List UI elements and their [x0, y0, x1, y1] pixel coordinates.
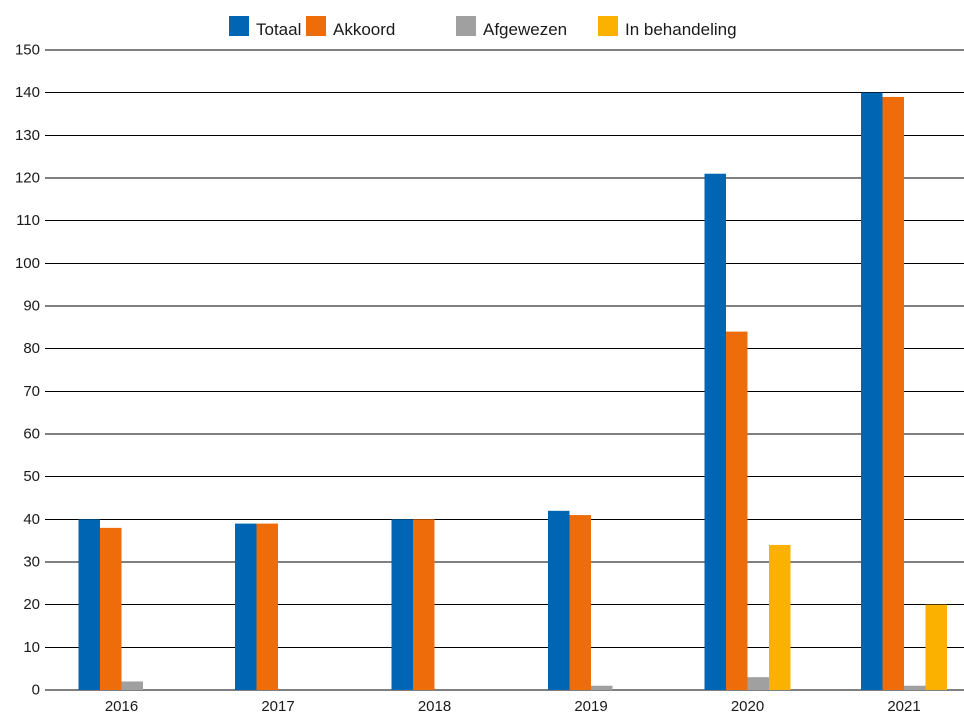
- legend-label: Akkoord: [333, 20, 395, 39]
- legend-label: Afgewezen: [483, 20, 567, 39]
- y-tick-label: 140: [15, 84, 40, 101]
- legend-swatch: [306, 16, 326, 36]
- legend-item-totaal: Totaal: [229, 16, 301, 39]
- bar-afgewezen-2016: [121, 681, 143, 690]
- bar-totaal-2017: [235, 523, 257, 690]
- legend-swatch: [598, 16, 618, 36]
- bar-akkoord-2017: [256, 523, 278, 690]
- x-tick-label: 2019: [574, 698, 607, 713]
- chart-bars: [78, 92, 947, 690]
- bar-totaal-2020: [704, 173, 726, 690]
- x-tick-label: 2018: [418, 698, 451, 713]
- legend-swatch: [456, 16, 476, 36]
- y-tick-label: 150: [15, 42, 40, 59]
- bar-akkoord-2016: [100, 527, 122, 690]
- y-tick-label: 60: [23, 426, 40, 443]
- x-tick-label: 2017: [261, 698, 294, 713]
- y-tick-label: 100: [15, 255, 40, 272]
- bar-afgewezen-2021: [904, 685, 926, 690]
- y-axis: 0 10 20 30 40 50 60 70 80 90 100 110 120 130 140 150: [15, 42, 40, 699]
- x-axis: 2016 2017 2018 2019 2020 2021: [105, 698, 921, 713]
- y-tick-label: 80: [23, 340, 40, 357]
- bar-totaal-2018: [391, 519, 413, 690]
- bar-totaal-2019: [548, 510, 570, 690]
- legend-item-in-behandeling: In behandeling: [598, 16, 737, 39]
- y-tick-label: 0: [32, 682, 40, 699]
- y-tick-label: 130: [15, 127, 40, 144]
- legend-label: In behandeling: [625, 20, 737, 39]
- x-tick-label: 2021: [887, 698, 920, 713]
- x-tick-label: 2020: [731, 698, 764, 713]
- y-tick-label: 90: [23, 298, 40, 315]
- y-tick-label: 30: [23, 554, 40, 571]
- y-tick-label: 10: [23, 639, 40, 656]
- chart-legend: Totaal Akkoord Afgewezen In behandeling: [229, 16, 737, 39]
- legend-item-afgewezen: Afgewezen: [456, 16, 567, 39]
- y-tick-label: 120: [15, 170, 40, 187]
- bar-akkoord-2018: [413, 519, 435, 690]
- legend-swatch: [229, 16, 249, 36]
- bar-afgewezen-2019: [591, 685, 613, 690]
- bar-afgewezen-2020: [747, 677, 769, 690]
- y-tick-label: 50: [23, 468, 40, 485]
- bar-in-behandeling-2021: [925, 604, 947, 690]
- y-tick-label: 20: [23, 596, 40, 613]
- bar-totaal-2016: [78, 519, 100, 690]
- bar-akkoord-2019: [569, 515, 591, 690]
- x-tick-label: 2016: [105, 698, 138, 713]
- bar-totaal-2021: [861, 92, 883, 690]
- bar-akkoord-2020: [726, 331, 748, 690]
- y-tick-label: 70: [23, 383, 40, 400]
- legend-label: Totaal: [256, 20, 301, 39]
- legend-item-akkoord: Akkoord: [306, 16, 395, 39]
- y-tick-label: 40: [23, 511, 40, 528]
- bar-akkoord-2021: [882, 96, 904, 690]
- bar-in-behandeling-2020: [769, 544, 791, 690]
- chart-gridlines: [45, 49, 964, 691]
- y-tick-label: 110: [16, 212, 40, 229]
